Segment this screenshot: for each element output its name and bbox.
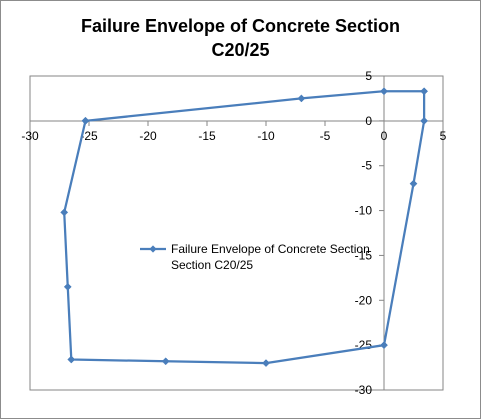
data-point-marker — [60, 208, 69, 217]
axes: -30 -25 -20 -15 -10 -5 0 550-5-10-15-20-25-30 — [21, 69, 446, 397]
x-tick-label: -5 — [320, 129, 331, 143]
data-point-marker — [380, 341, 388, 350]
y-tick-label: -30 — [355, 383, 373, 397]
data-point-marker — [420, 87, 429, 96]
chart-title-line-2: C20/25 — [211, 40, 270, 60]
legend-label-line-2: Section C20/25 — [171, 258, 253, 272]
data-point-marker — [262, 359, 270, 368]
data-point-marker — [420, 116, 429, 125]
x-tick-label: 5 — [440, 129, 447, 143]
data-point-marker — [409, 179, 418, 188]
chart-title: Failure Envelope of Concrete Section C20… — [0, 14, 481, 62]
x-tick-label: -20 — [139, 129, 157, 143]
data-point-marker — [380, 87, 388, 96]
x-tick-label: -25 — [80, 129, 98, 143]
data-point-marker — [161, 357, 170, 366]
x-tick-label: -30 — [21, 129, 39, 143]
data-point-marker — [297, 94, 306, 103]
legend: Failure Envelope of Concrete Section Sect… — [140, 242, 370, 272]
legend-label-line-1: Failure Envelope of Concrete Section — [171, 242, 370, 256]
y-tick-label: -15 — [355, 248, 373, 262]
plot-area — [29, 75, 444, 391]
data-point-marker — [67, 355, 76, 364]
y-tick-label: -5 — [361, 159, 372, 173]
y-tick-label: 0 — [365, 114, 372, 128]
y-tick-label: -20 — [355, 293, 373, 307]
y-tick-label: -10 — [355, 204, 373, 218]
chart-title-line-1: Failure Envelope of Concrete Section — [80, 16, 401, 36]
data-point-marker — [81, 116, 90, 125]
x-tick-label: -10 — [257, 129, 275, 143]
x-tick-label: 0 — [381, 129, 388, 143]
x-tick-label: -15 — [198, 129, 216, 143]
series-layer — [60, 87, 429, 368]
y-tick-label: 5 — [365, 69, 372, 83]
data-point-marker — [63, 282, 72, 291]
legend-marker — [149, 245, 157, 253]
